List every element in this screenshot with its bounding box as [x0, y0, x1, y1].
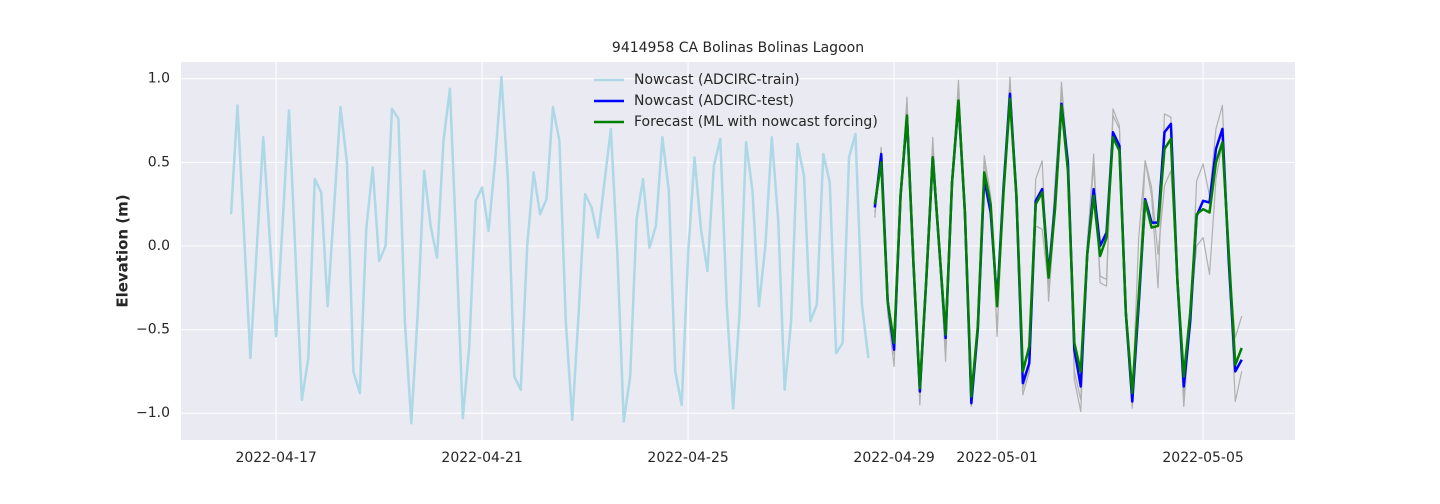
y-tick-label: −1.0 — [136, 405, 170, 421]
legend-label: Forecast (ML with nowcast forcing) — [634, 114, 878, 130]
y-axis-label: Elevation (m) — [114, 194, 132, 307]
legend-label: Nowcast (ADCIRC-test) — [634, 93, 794, 109]
y-tick-label: 0.0 — [148, 238, 170, 254]
y-tick-label: 0.5 — [148, 154, 170, 170]
series-line — [873, 97, 1243, 398]
x-tick-label: 2022-04-29 — [853, 450, 934, 466]
x-tick-label: 2022-05-05 — [1162, 450, 1243, 466]
plot-area — [181, 62, 1295, 440]
legend-label: Nowcast (ADCIRC-train) — [634, 72, 800, 88]
y-tick-label: 1.0 — [148, 71, 170, 87]
x-tick-label: 2022-04-21 — [441, 450, 522, 466]
x-tick-label: 2022-05-01 — [956, 450, 1037, 466]
x-tick-label: 2022-04-17 — [235, 450, 316, 466]
chart-title: 9414958 CA Bolinas Bolinas Lagoon — [612, 40, 864, 56]
x-tick-label: 2022-04-25 — [647, 450, 728, 466]
series-line — [229, 75, 870, 425]
y-tick-label: −0.5 — [136, 322, 170, 338]
